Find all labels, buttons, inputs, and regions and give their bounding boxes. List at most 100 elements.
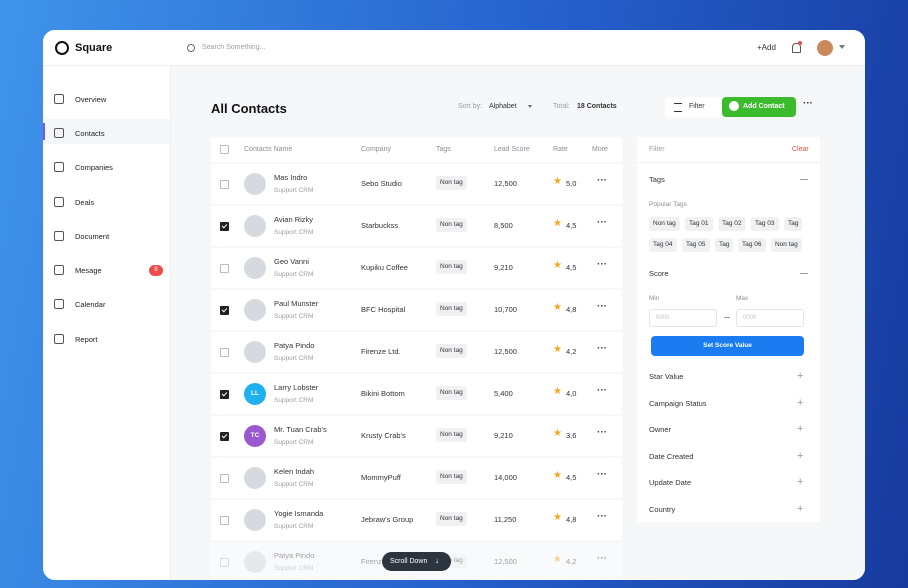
expand-icon[interactable]: + xyxy=(797,449,804,462)
company: Krusty Crab's xyxy=(361,431,406,440)
nav-icon[interactable] xyxy=(54,334,64,344)
contact-name[interactable]: Larry Lobster xyxy=(274,383,319,392)
total-value: 18 Contacts xyxy=(577,103,617,110)
lead-score: 12,500 xyxy=(494,557,517,566)
row-more[interactable]: ··· xyxy=(597,469,607,480)
header-checkbox[interactable] xyxy=(220,145,229,154)
row-checkbox[interactable] xyxy=(220,432,229,441)
user-avatar[interactable] xyxy=(817,40,833,56)
popular-tags-label: Popular Tags xyxy=(649,201,687,208)
expand-icon[interactable]: + xyxy=(797,370,804,382)
tag-option[interactable]: Non tag xyxy=(649,217,680,231)
tag-option[interactable]: Tag 05 xyxy=(682,238,710,252)
row-more[interactable]: ··· xyxy=(597,301,607,312)
add-contact-button[interactable]: Add Contact xyxy=(722,97,796,117)
lead-score: 12,500 xyxy=(494,179,517,188)
collapse-icon[interactable] xyxy=(800,273,808,274)
contact-name[interactable]: Avian Rizky xyxy=(274,215,314,224)
nav-icon[interactable] xyxy=(54,128,64,138)
clear-link[interactable]: Clear xyxy=(792,146,809,153)
expand-icon[interactable]: + xyxy=(797,476,804,489)
scroll-down-button[interactable]: Scroll Down ↓ xyxy=(382,552,451,571)
nav-item[interactable]: Report xyxy=(75,335,98,344)
contact-name[interactable]: Geo Vanni xyxy=(274,257,309,266)
expand-icon[interactable]: + xyxy=(797,396,804,409)
contact-name[interactable]: Yogie Ismanda xyxy=(274,509,324,518)
filter-section[interactable]: Date Created xyxy=(649,451,694,461)
contact-name[interactable]: Patya Pindo xyxy=(274,341,315,350)
nav-item[interactable]: Deals xyxy=(75,198,95,207)
nav-item[interactable]: Document xyxy=(75,232,110,241)
expand-icon[interactable]: + xyxy=(797,423,804,436)
tag-option[interactable]: Tag 02 xyxy=(718,217,746,231)
divider xyxy=(637,162,820,163)
row-more[interactable]: ··· xyxy=(597,511,607,522)
nav-icon[interactable] xyxy=(54,94,64,104)
filter-button[interactable]: Filter xyxy=(665,97,736,117)
expand-icon[interactable]: + xyxy=(797,503,804,515)
row-more[interactable]: ··· xyxy=(597,553,607,564)
contact-name[interactable]: Patya Pindo xyxy=(274,551,315,560)
nav-icon[interactable] xyxy=(54,197,64,207)
set-score-button[interactable]: Set Score Value xyxy=(651,336,804,356)
tag-option[interactable]: Tag 03 xyxy=(751,217,779,231)
star: ★ xyxy=(553,260,562,271)
filter-section[interactable]: Country xyxy=(649,505,676,514)
sort-value[interactable]: Alphabet xyxy=(489,103,517,110)
tag-option[interactable]: Non tag xyxy=(771,238,802,252)
caret[interactable] xyxy=(839,45,845,52)
row-more[interactable]: ··· xyxy=(597,259,607,270)
add-link[interactable]: +Add xyxy=(757,43,776,52)
row-checkbox[interactable] xyxy=(220,222,229,231)
contact-name[interactable]: Paul Munster xyxy=(274,299,319,308)
nav-icon[interactable] xyxy=(54,231,64,241)
check-mark xyxy=(221,390,228,397)
row-checkbox[interactable] xyxy=(220,180,229,189)
nav-item[interactable]: Mesage xyxy=(75,266,102,275)
row-more[interactable]: ··· xyxy=(597,217,607,228)
more-button[interactable]: ··· xyxy=(803,98,813,109)
contact-name[interactable]: Mas Indro xyxy=(274,173,308,182)
nav-icon[interactable] xyxy=(54,162,64,172)
topbar xyxy=(43,30,865,66)
contact-name[interactable]: Mr. Tuan Crab's xyxy=(274,425,327,434)
row-checkbox[interactable] xyxy=(220,306,229,315)
filter-section[interactable]: Star Value xyxy=(649,372,684,381)
nav-item[interactable]: Companies xyxy=(75,163,113,172)
lead-score: 12,500 xyxy=(494,347,517,356)
max-input[interactable]: 0000 xyxy=(736,309,804,327)
tag-option[interactable]: Tag xyxy=(784,217,803,231)
row-checkbox[interactable] xyxy=(220,516,229,525)
table-row: LL Larry Lobster Support CRM Bikini Bottom N… xyxy=(211,374,622,414)
row-more[interactable]: ··· xyxy=(597,427,607,438)
filter-section[interactable]: Campaign Status xyxy=(649,398,707,408)
row-checkbox[interactable] xyxy=(220,264,229,273)
search-placeholder[interactable]: Search Something... xyxy=(202,44,266,51)
row-more[interactable]: ··· xyxy=(597,343,607,354)
min-input[interactable]: 0000 xyxy=(649,309,717,327)
tag-option[interactable]: Tag 06 xyxy=(738,238,766,252)
tag-option[interactable]: Tag xyxy=(715,238,734,252)
nav-item[interactable]: Contacts xyxy=(75,129,105,138)
active-indicator xyxy=(43,123,45,140)
filter-section[interactable]: Owner xyxy=(649,425,672,435)
row-checkbox[interactable] xyxy=(220,558,229,567)
nav-item[interactable]: Overview xyxy=(75,95,107,104)
row-checkbox[interactable] xyxy=(220,390,229,399)
rate: 4,5 xyxy=(566,473,577,482)
row-more[interactable]: ··· xyxy=(597,385,607,396)
bell[interactable] xyxy=(792,43,801,53)
row-more[interactable]: ··· xyxy=(597,175,607,186)
nav-icon[interactable] xyxy=(54,299,64,309)
nav-icon[interactable] xyxy=(54,265,64,275)
tag-option[interactable]: Tag 01 xyxy=(685,217,713,231)
row-checkbox[interactable] xyxy=(220,474,229,483)
bell-dot xyxy=(798,41,802,45)
contact-name[interactable]: Kelen Indah xyxy=(274,467,315,476)
filter-section[interactable]: Update Date xyxy=(649,478,692,488)
row-checkbox[interactable] xyxy=(220,348,229,357)
collapse-icon[interactable] xyxy=(800,179,808,180)
tag-option[interactable]: Tag 04 xyxy=(649,238,677,252)
nav-item[interactable]: Calendar xyxy=(75,300,106,309)
